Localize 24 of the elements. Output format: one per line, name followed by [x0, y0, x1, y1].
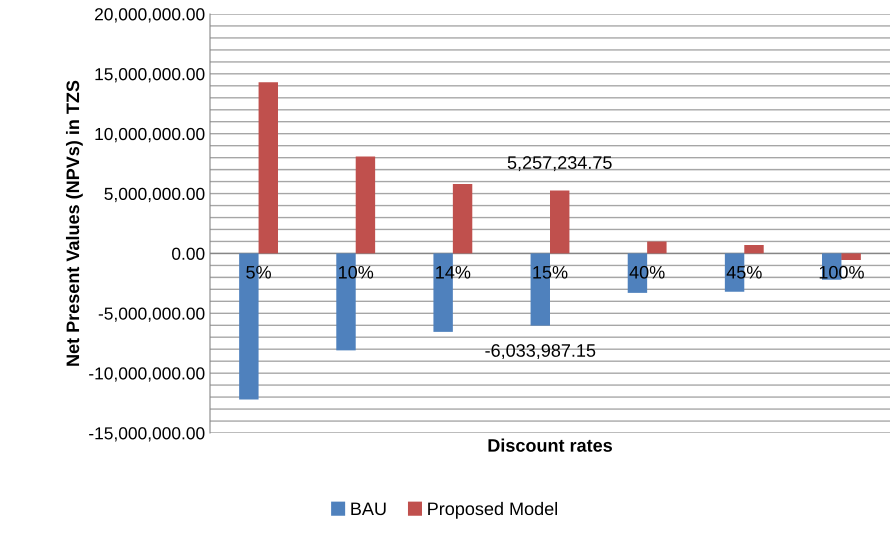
y-tick-label: -10,000,000.00 — [89, 367, 204, 382]
y-tick-label: 15,000,000.00 — [95, 68, 204, 82]
y-tick-label: -5,000,000.00 — [98, 307, 204, 322]
x-tick-label: 45% — [726, 266, 762, 279]
y-axis-title: Net Present Values (NPVs) in TZS — [66, 80, 83, 366]
bar — [744, 245, 764, 254]
bar — [356, 156, 376, 254]
x-tick-label: 40% — [629, 266, 665, 279]
y-tick-label: 5,000,000.00 — [104, 188, 204, 202]
bar — [647, 241, 667, 254]
x-axis-title: Discount rates — [488, 438, 612, 452]
bar — [452, 184, 472, 254]
y-tick-label: 0.00 — [172, 248, 204, 260]
legend-label: BAU — [351, 502, 386, 516]
bar — [841, 253, 861, 260]
bar — [550, 190, 570, 254]
bar — [258, 82, 278, 254]
data-label: -6,033,987.15 — [485, 344, 596, 360]
data-label: 5,257,234.75 — [508, 156, 612, 172]
y-tick-label: 20,000,000.00 — [95, 8, 204, 23]
y-tick-label: -15,000,000.00 — [89, 427, 204, 442]
x-tick-label: 5% — [246, 266, 271, 279]
legend-label: Proposed Model — [428, 502, 557, 519]
y-tick-label: 10,000,000.00 — [95, 128, 204, 142]
